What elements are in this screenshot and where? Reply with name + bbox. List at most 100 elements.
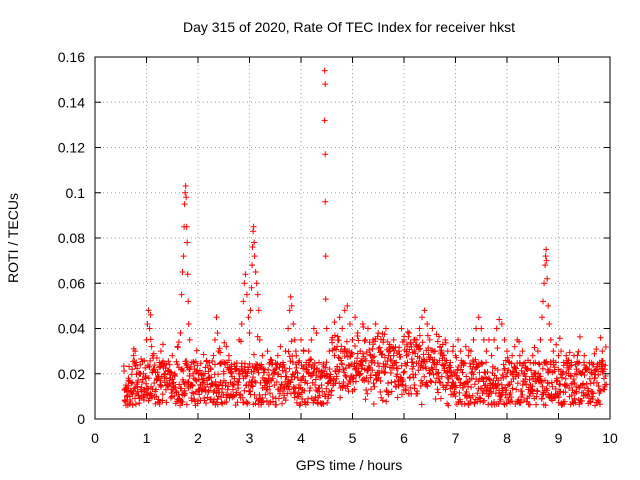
data-point xyxy=(506,359,513,366)
data-point xyxy=(591,375,598,382)
data-point xyxy=(519,348,526,355)
data-point xyxy=(452,352,459,359)
data-point xyxy=(151,366,158,373)
axis-ticks xyxy=(94,56,611,420)
data-point xyxy=(179,268,186,275)
data-point xyxy=(178,291,185,298)
data-point xyxy=(269,375,276,382)
data-point xyxy=(225,352,232,359)
data-point xyxy=(207,366,214,373)
data-point xyxy=(539,314,546,321)
data-point xyxy=(403,352,410,359)
data-point xyxy=(205,375,212,382)
data-point xyxy=(169,352,176,359)
data-point xyxy=(123,388,130,395)
data-point xyxy=(305,348,312,355)
data-point xyxy=(215,348,222,355)
data-point xyxy=(316,359,323,366)
data-point xyxy=(390,336,397,343)
data-point xyxy=(279,359,286,366)
data-point xyxy=(537,336,544,343)
data-point xyxy=(449,348,456,355)
data-point xyxy=(274,352,281,359)
data-point xyxy=(153,375,160,382)
x-tick-label: 6 xyxy=(400,430,408,446)
data-point xyxy=(408,359,415,366)
data-point xyxy=(496,316,503,323)
x-tick-label: 1 xyxy=(143,430,151,446)
data-point xyxy=(462,343,469,350)
data-point xyxy=(377,348,384,355)
data-point xyxy=(563,352,570,359)
data-point xyxy=(321,117,328,124)
data-point xyxy=(248,284,255,291)
x-tick-label: 9 xyxy=(555,430,563,446)
y-tick-label: 0.04 xyxy=(58,321,85,337)
data-point xyxy=(185,320,192,327)
data-point xyxy=(529,352,536,359)
data-point xyxy=(346,320,353,327)
data-point xyxy=(161,370,168,377)
x-tick-label: 7 xyxy=(452,430,460,446)
data-point xyxy=(558,348,565,355)
data-point xyxy=(136,395,143,402)
data-point xyxy=(182,182,189,189)
data-point xyxy=(214,330,221,337)
data-point xyxy=(267,359,274,366)
data-point xyxy=(250,223,257,230)
data-point xyxy=(364,325,371,332)
data-point xyxy=(242,271,249,278)
data-point xyxy=(292,348,299,355)
data-point xyxy=(286,307,293,314)
data-point xyxy=(583,366,590,373)
y-tick-labels: 0 0.02 0.04 0.06 0.08 0.1 0.12 0.14 0.16 xyxy=(58,49,85,427)
data-point xyxy=(514,336,521,343)
data-point xyxy=(478,325,485,332)
data-point xyxy=(125,375,132,382)
data-point xyxy=(367,352,374,359)
x-tick-label: 5 xyxy=(349,430,357,446)
y-tick-label: 0.1 xyxy=(66,185,86,201)
data-point xyxy=(240,298,247,305)
data-point xyxy=(138,384,145,391)
data-point xyxy=(303,359,310,366)
data-point xyxy=(164,382,171,389)
data-point xyxy=(256,336,263,343)
y-tick-label: 0.16 xyxy=(58,49,85,65)
data-point xyxy=(122,382,129,389)
data-point xyxy=(290,320,297,327)
data-point xyxy=(180,253,187,260)
data-point xyxy=(473,325,480,332)
data-point xyxy=(426,336,433,343)
data-point xyxy=(295,359,302,366)
data-cloud-layer xyxy=(120,319,610,409)
data-point xyxy=(190,375,197,382)
data-point xyxy=(349,336,356,343)
data-point xyxy=(184,271,191,278)
y-tick-label: 0.08 xyxy=(58,230,85,246)
data-point xyxy=(393,359,400,366)
data-point xyxy=(416,325,423,332)
y-tick-label: 0.06 xyxy=(58,275,85,291)
data-point xyxy=(543,257,550,264)
data-point xyxy=(354,330,361,337)
data-point xyxy=(527,359,534,366)
data-point xyxy=(362,336,369,343)
data-point xyxy=(493,325,500,332)
data-point xyxy=(534,348,541,355)
data-point xyxy=(236,336,243,343)
data-point xyxy=(121,397,128,404)
data-point xyxy=(261,366,268,373)
data-point xyxy=(218,359,225,366)
data-point xyxy=(133,359,140,366)
data-point xyxy=(380,336,387,343)
data-point xyxy=(247,307,254,314)
data-point xyxy=(188,359,195,366)
data-point xyxy=(442,336,449,343)
data-point xyxy=(132,348,139,355)
data-point xyxy=(277,343,284,350)
data-point xyxy=(145,307,152,314)
y-tick-label: 0.02 xyxy=(58,366,85,382)
data-point xyxy=(588,370,595,377)
